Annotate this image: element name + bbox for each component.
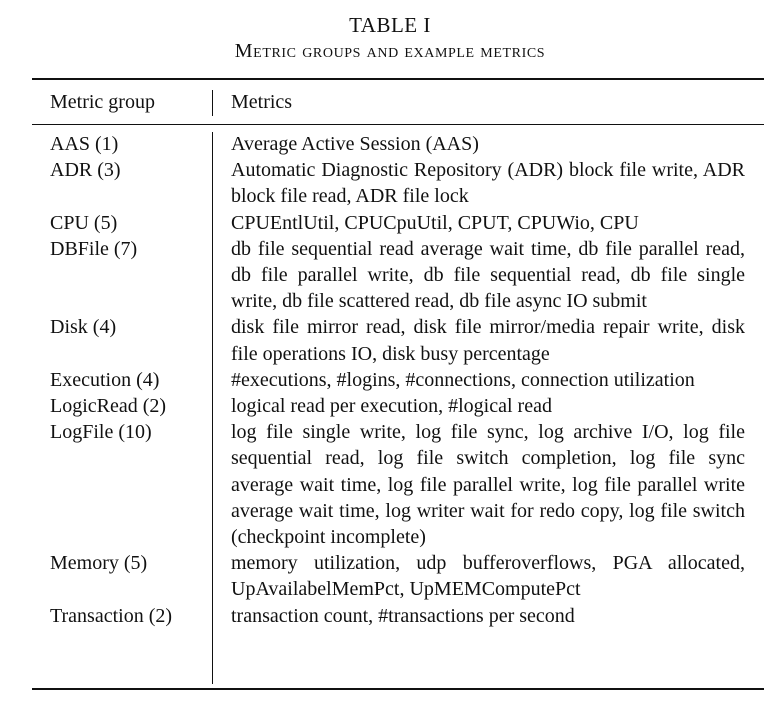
table-body: AAS (1) Average Active Session (AAS) ADR… — [0, 131, 780, 629]
metric-group-cell: LogFile (10) — [50, 421, 152, 444]
table-row: AAS (1) Average Active Session (AAS) — [0, 131, 780, 157]
metric-group-cell: Memory (5) — [50, 552, 148, 575]
table-header-row: Metric group Metrics — [0, 88, 780, 116]
metric-group-cell: AAS (1) — [50, 133, 119, 155]
header-column-divider — [212, 90, 213, 116]
table-row: DBFile (7) db file sequential read avera… — [0, 236, 780, 315]
table-row: ADR (3) Automatic Diagnostic Repository … — [0, 157, 780, 209]
metrics-cell: CPUEntlUtil, CPUCpuUtil, CPUT, CPUWio, C… — [231, 211, 639, 234]
header-metrics: Metrics — [231, 91, 293, 113]
metrics-cell: #executions, #logins, #connections, conn… — [231, 368, 695, 391]
metrics-cell: log file single write, log file sync, lo… — [231, 421, 745, 549]
header-metric-group: Metric group — [50, 91, 155, 113]
header-rule — [32, 124, 764, 125]
table-row: LogicRead (2) logical read per execution… — [0, 393, 780, 419]
table-title: Metric groups and example metrics — [234, 40, 546, 62]
metrics-cell: disk file mirror read, disk file mirror/… — [231, 316, 745, 365]
metrics-cell: memory utilization, udp bufferoverflows,… — [231, 552, 745, 601]
metric-group-cell: Execution (4) — [50, 368, 160, 391]
metric-group-cell: LogicRead (2) — [50, 395, 167, 418]
table-label: TABLE I — [349, 13, 431, 37]
body-column-divider — [212, 132, 213, 684]
table-row: Transaction (2) transaction count, #tran… — [0, 603, 780, 629]
table-row: Execution (4) #executions, #logins, #con… — [0, 367, 780, 393]
metrics-cell: Automatic Diagnostic Repository (ADR) bl… — [231, 159, 745, 208]
metric-group-cell: CPU (5) — [50, 211, 118, 234]
metric-group-cell: DBFile (7) — [50, 237, 138, 260]
metric-group-cell: Transaction (2) — [50, 604, 173, 627]
table-row: Memory (5) memory utilization, udp buffe… — [0, 550, 780, 602]
table-caption: TABLE I Metric groups and example metric… — [0, 0, 780, 64]
metric-group-cell: Disk (4) — [50, 316, 117, 339]
table-row: LogFile (10) log file single write, log … — [0, 419, 780, 550]
metrics-cell: Average Active Session (AAS) — [231, 133, 479, 155]
top-rule — [32, 78, 764, 80]
bottom-rule — [32, 688, 764, 690]
metric-group-cell: ADR (3) — [50, 159, 121, 182]
metrics-cell: db file sequential read average wait tim… — [231, 237, 745, 313]
table-row: CPU (5) CPUEntlUtil, CPUCpuUtil, CPUT, C… — [0, 210, 780, 236]
metrics-cell: transaction count, #transactions per sec… — [231, 604, 575, 627]
table-row: Disk (4) disk file mirror read, disk fil… — [0, 314, 780, 366]
metrics-cell: logical read per execution, #logical rea… — [231, 395, 552, 418]
